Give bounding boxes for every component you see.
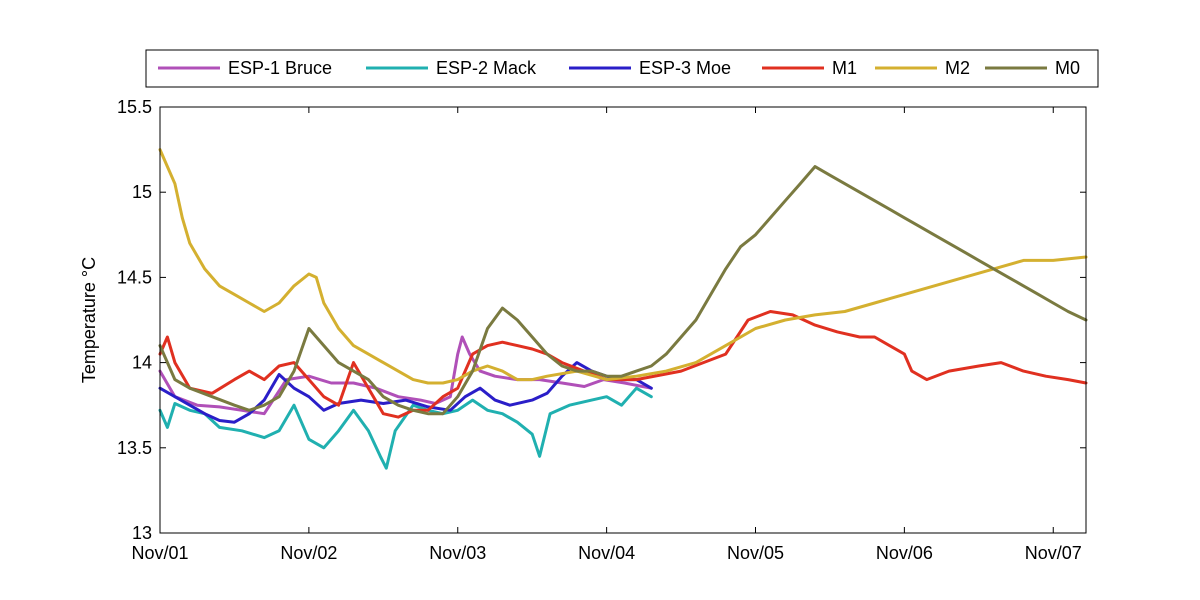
legend: ESP-1 Bruce ESP-2 Mack ESP-3 Moe M1 M2 M0 [145,49,1099,88]
x-tick-label: Nov/07 [1025,543,1082,563]
legend-item: ESP-1 Bruce [158,58,332,78]
series-layer [158,148,1088,470]
y-axis-title: Temperature °C [79,257,99,383]
y-tick-label: 15 [132,182,152,202]
legend-item: ESP-2 Mack [366,58,537,78]
y-axis: 13 13.5 14 14.5 15 15.5 [117,97,1086,543]
x-axis: Nov/01 Nov/02 Nov/03 Nov/04 Nov/05 Nov/06 Nov/… [131,107,1082,563]
x-tick-label: Nov/02 [280,543,337,563]
x-tick-label: Nov/01 [131,543,188,563]
series-line-m1 [158,310,1088,419]
plot-frame [159,106,1087,534]
series-line-esp-3-moe [158,361,653,424]
x-tick-label: Nov/06 [876,543,933,563]
x-tick-label: Nov/05 [727,543,784,563]
y-tick-label: 14.5 [117,267,152,287]
series-line-m2 [158,148,1088,385]
x-tick-label: Nov/03 [429,543,486,563]
x-tick-label: Nov/04 [578,543,635,563]
plot-background [160,107,1086,533]
legend-label: ESP-3 Moe [639,58,731,78]
legend-label: M0 [1055,58,1080,78]
legend-label: ESP-2 Mack [436,58,537,78]
legend-item: ESP-3 Moe [569,58,731,78]
y-tick-label: 15.5 [117,97,152,117]
legend-label: M1 [832,58,857,78]
y-tick-label: 13.5 [117,438,152,458]
legend-label: M2 [945,58,970,78]
legend-item: M2 [875,58,970,78]
y-tick-label: 13 [132,523,152,543]
series-line-m0 [158,165,1088,416]
series-line-esp-2-mack [158,386,653,470]
legend-item: M0 [985,58,1080,78]
y-tick-label: 14 [132,353,152,373]
legend-item: M1 [762,58,857,78]
legend-label: ESP-1 Bruce [228,58,332,78]
